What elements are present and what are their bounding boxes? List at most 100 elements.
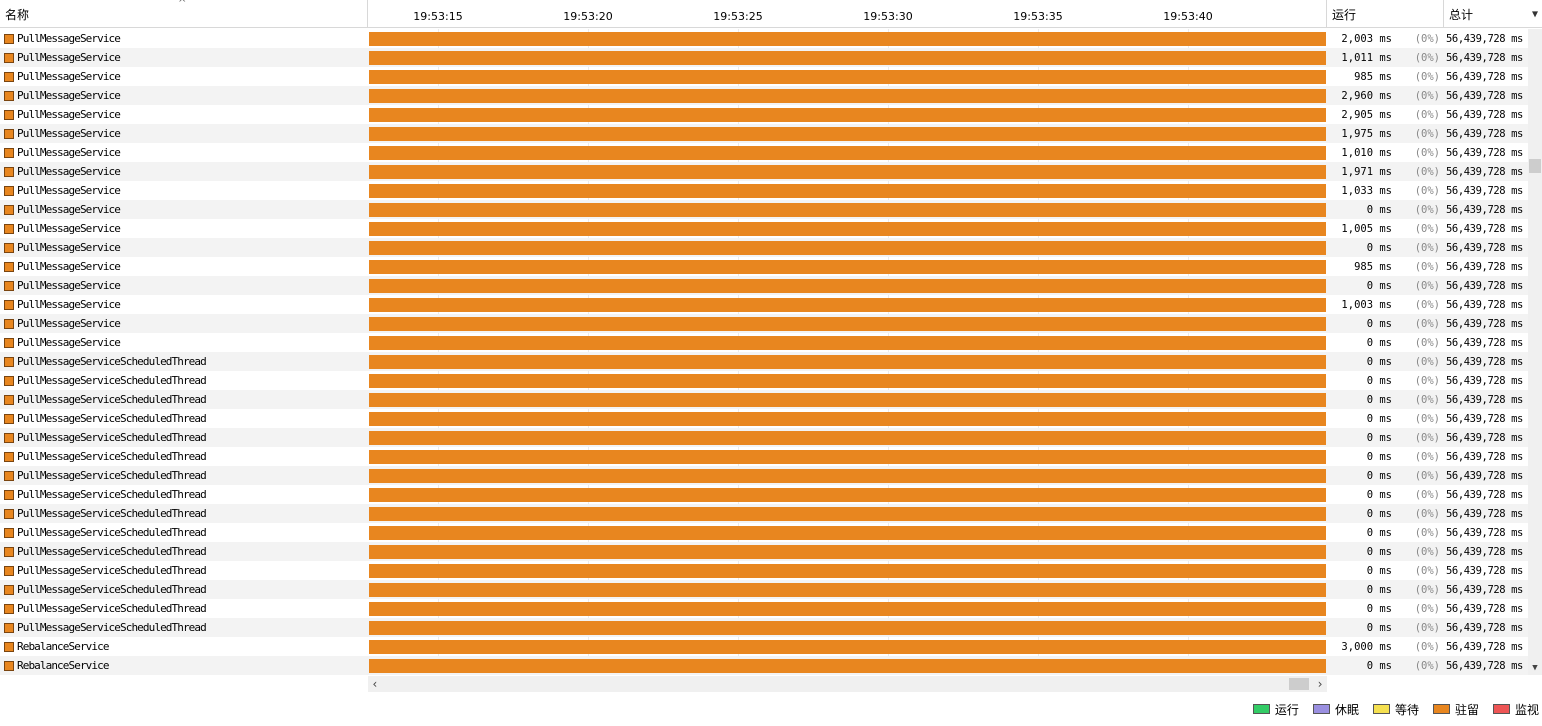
table-row[interactable]: PullMessageServiceScheduledThread 0 ms (0%…: [0, 561, 1528, 580]
table-row[interactable]: PullMessageService 0 ms (0%) 56,439,728 ms: [0, 333, 1528, 352]
thread-state-square-icon: [4, 622, 14, 633]
thread-run-cell: 2,003 ms (0%): [1327, 29, 1444, 48]
table-row[interactable]: PullMessageService 1,033 ms (0%) 56,439,728…: [0, 181, 1528, 200]
table-row[interactable]: PullMessageServiceScheduledThread 0 ms (0%…: [0, 409, 1528, 428]
column-header-total[interactable]: 总计: [1444, 0, 1528, 28]
thread-name: PullMessageServiceScheduledThread: [17, 431, 207, 444]
thread-name-cell: PullMessageService: [0, 257, 368, 276]
thread-name: PullMessageServiceScheduledThread: [17, 355, 207, 368]
thread-state-square-icon: [4, 546, 14, 557]
thread-state-square-icon: [4, 147, 14, 158]
table-row[interactable]: PullMessageService 2,003 ms (0%) 56,439,728…: [0, 29, 1528, 48]
vertical-scroll-thumb[interactable]: [1529, 159, 1541, 173]
table-row[interactable]: PullMessageServiceScheduledThread 0 ms (0%…: [0, 428, 1528, 447]
thread-name-cell: PullMessageServiceScheduledThread: [0, 352, 368, 371]
horizontal-scrollbar[interactable]: ‹ ›: [368, 676, 1327, 692]
table-row[interactable]: PullMessageServiceScheduledThread 0 ms (0%…: [0, 542, 1528, 561]
table-row[interactable]: RebalanceService 3,000 ms (0%) 56,439,728 m…: [0, 637, 1528, 656]
thread-total-time: 56,439,728 ms: [1446, 52, 1523, 64]
table-row[interactable]: PullMessageServiceScheduledThread 0 ms (0%…: [0, 466, 1528, 485]
thread-name: PullMessageService: [17, 260, 121, 273]
thread-total-time: 56,439,728 ms: [1446, 90, 1523, 102]
table-row[interactable]: PullMessageServiceScheduledThread 0 ms (0%…: [0, 371, 1528, 390]
thread-total-time: 56,439,728 ms: [1446, 185, 1523, 197]
table-row[interactable]: PullMessageServiceScheduledThread 0 ms (0%…: [0, 580, 1528, 599]
table-row[interactable]: PullMessageServiceScheduledThread 0 ms (0%…: [0, 352, 1528, 371]
thread-name: PullMessageServiceScheduledThread: [17, 488, 207, 501]
thread-run-time: 0 ms: [1366, 204, 1392, 216]
thread-name-cell: PullMessageServiceScheduledThread: [0, 466, 368, 485]
legend-swatch-icon: [1492, 704, 1510, 714]
table-row[interactable]: PullMessageServiceScheduledThread 0 ms (0%…: [0, 485, 1528, 504]
thread-timeline-bar: [369, 222, 1326, 236]
thread-timeline-bar: [369, 507, 1326, 521]
table-row[interactable]: PullMessageService 1,003 ms (0%) 56,439,728…: [0, 295, 1528, 314]
timeline-tick-label: 19:53:20: [563, 10, 613, 23]
column-header-timeline[interactable]: 19:53:15 19:53:20 19:53:25 19:53:30 19:53:35…: [368, 0, 1327, 28]
column-header-run[interactable]: 运行: [1327, 0, 1444, 28]
timeline-tick-label: 19:53:25: [713, 10, 763, 23]
thread-run-cell: 0 ms (0%): [1327, 371, 1444, 390]
thread-timeline-bar: [369, 640, 1326, 654]
thread-name-cell: PullMessageServiceScheduledThread: [0, 523, 368, 542]
thread-timeline-bar: [369, 412, 1326, 426]
thread-total-time: 56,439,728 ms: [1446, 318, 1523, 330]
table-row[interactable]: PullMessageService 0 ms (0%) 56,439,728 ms: [0, 314, 1528, 333]
vertical-scrollbar[interactable]: ▼: [1528, 29, 1542, 675]
scroll-right-arrow-icon[interactable]: ›: [1316, 677, 1324, 691]
thread-state-square-icon: [4, 261, 14, 272]
table-row[interactable]: PullMessageService 0 ms (0%) 56,439,728 ms: [0, 200, 1528, 219]
table-row[interactable]: PullMessageService 1,005 ms (0%) 56,439,728…: [0, 219, 1528, 238]
table-row[interactable]: PullMessageServiceScheduledThread 0 ms (0%…: [0, 618, 1528, 637]
thread-run-time: 0 ms: [1366, 527, 1392, 539]
thread-run-cell: 0 ms (0%): [1327, 656, 1444, 675]
scroll-left-arrow-icon[interactable]: ‹: [371, 677, 379, 691]
thread-name-cell: PullMessageService: [0, 143, 368, 162]
table-row[interactable]: PullMessageServiceScheduledThread 0 ms (0%…: [0, 599, 1528, 618]
thread-name-cell: PullMessageServiceScheduledThread: [0, 504, 368, 523]
table-row[interactable]: PullMessageService 2,905 ms (0%) 56,439,728…: [0, 105, 1528, 124]
thread-name: RebalanceService: [17, 640, 109, 653]
thread-name-cell: PullMessageServiceScheduledThread: [0, 580, 368, 599]
thread-name-cell: PullMessageServiceScheduledThread: [0, 485, 368, 504]
thread-name-cell: PullMessageService: [0, 124, 368, 143]
horizontal-scroll-thumb[interactable]: [1289, 678, 1309, 690]
thread-state-square-icon: [4, 603, 14, 614]
scroll-down-arrow-icon[interactable]: ▼: [1532, 663, 1538, 673]
thread-run-cell: 1,971 ms (0%): [1327, 162, 1444, 181]
thread-total-time: 56,439,728 ms: [1446, 641, 1523, 653]
thread-total-time: 56,439,728 ms: [1446, 660, 1523, 672]
column-header-name[interactable]: ^ 名称: [0, 0, 368, 28]
table-row[interactable]: PullMessageServiceScheduledThread 0 ms (0%…: [0, 504, 1528, 523]
thread-run-cell: 0 ms (0%): [1327, 276, 1444, 295]
thread-state-square-icon: [4, 242, 14, 253]
thread-run-percent: (0%): [1414, 413, 1440, 425]
table-row[interactable]: PullMessageService 1,975 ms (0%) 56,439,728…: [0, 124, 1528, 143]
table-row[interactable]: PullMessageServiceScheduledThread 0 ms (0%…: [0, 390, 1528, 409]
thread-run-cell: 0 ms (0%): [1327, 485, 1444, 504]
thread-run-percent: (0%): [1414, 90, 1440, 102]
thread-name: PullMessageService: [17, 222, 121, 235]
column-menu-dropdown-icon[interactable]: ▼: [1531, 9, 1539, 20]
thread-run-time: 1,971 ms: [1341, 166, 1392, 178]
thread-timeline-bar: [369, 564, 1326, 578]
table-row[interactable]: PullMessageService 2,960 ms (0%) 56,439,728…: [0, 86, 1528, 105]
table-row[interactable]: PullMessageServiceScheduledThread 0 ms (0%…: [0, 447, 1528, 466]
thread-state-square-icon: [4, 394, 14, 405]
table-row[interactable]: PullMessageService 985 ms (0%) 56,439,728 m…: [0, 67, 1528, 86]
table-row[interactable]: PullMessageService 1,011 ms (0%) 56,439,728…: [0, 48, 1528, 67]
thread-timeline-bar: [369, 184, 1326, 198]
table-row[interactable]: PullMessageService 0 ms (0%) 56,439,728 ms: [0, 238, 1528, 257]
table-row[interactable]: PullMessageService 1,971 ms (0%) 56,439,728…: [0, 162, 1528, 181]
table-row[interactable]: PullMessageService 0 ms (0%) 56,439,728 ms: [0, 276, 1528, 295]
table-row[interactable]: PullMessageService 985 ms (0%) 56,439,728 m…: [0, 257, 1528, 276]
table-row[interactable]: PullMessageServiceScheduledThread 0 ms (0%…: [0, 523, 1528, 542]
table-row[interactable]: PullMessageService 1,010 ms (0%) 56,439,728…: [0, 143, 1528, 162]
thread-total-time: 56,439,728 ms: [1446, 565, 1523, 577]
thread-run-percent: (0%): [1414, 584, 1440, 596]
thread-total-time: 56,439,728 ms: [1446, 489, 1523, 501]
thread-run-time: 0 ms: [1366, 622, 1392, 634]
legend-label: 驻留: [1454, 702, 1479, 717]
table-row[interactable]: RebalanceService 0 ms (0%) 56,439,728 ms: [0, 656, 1528, 675]
thread-run-time: 2,960 ms: [1341, 90, 1392, 102]
